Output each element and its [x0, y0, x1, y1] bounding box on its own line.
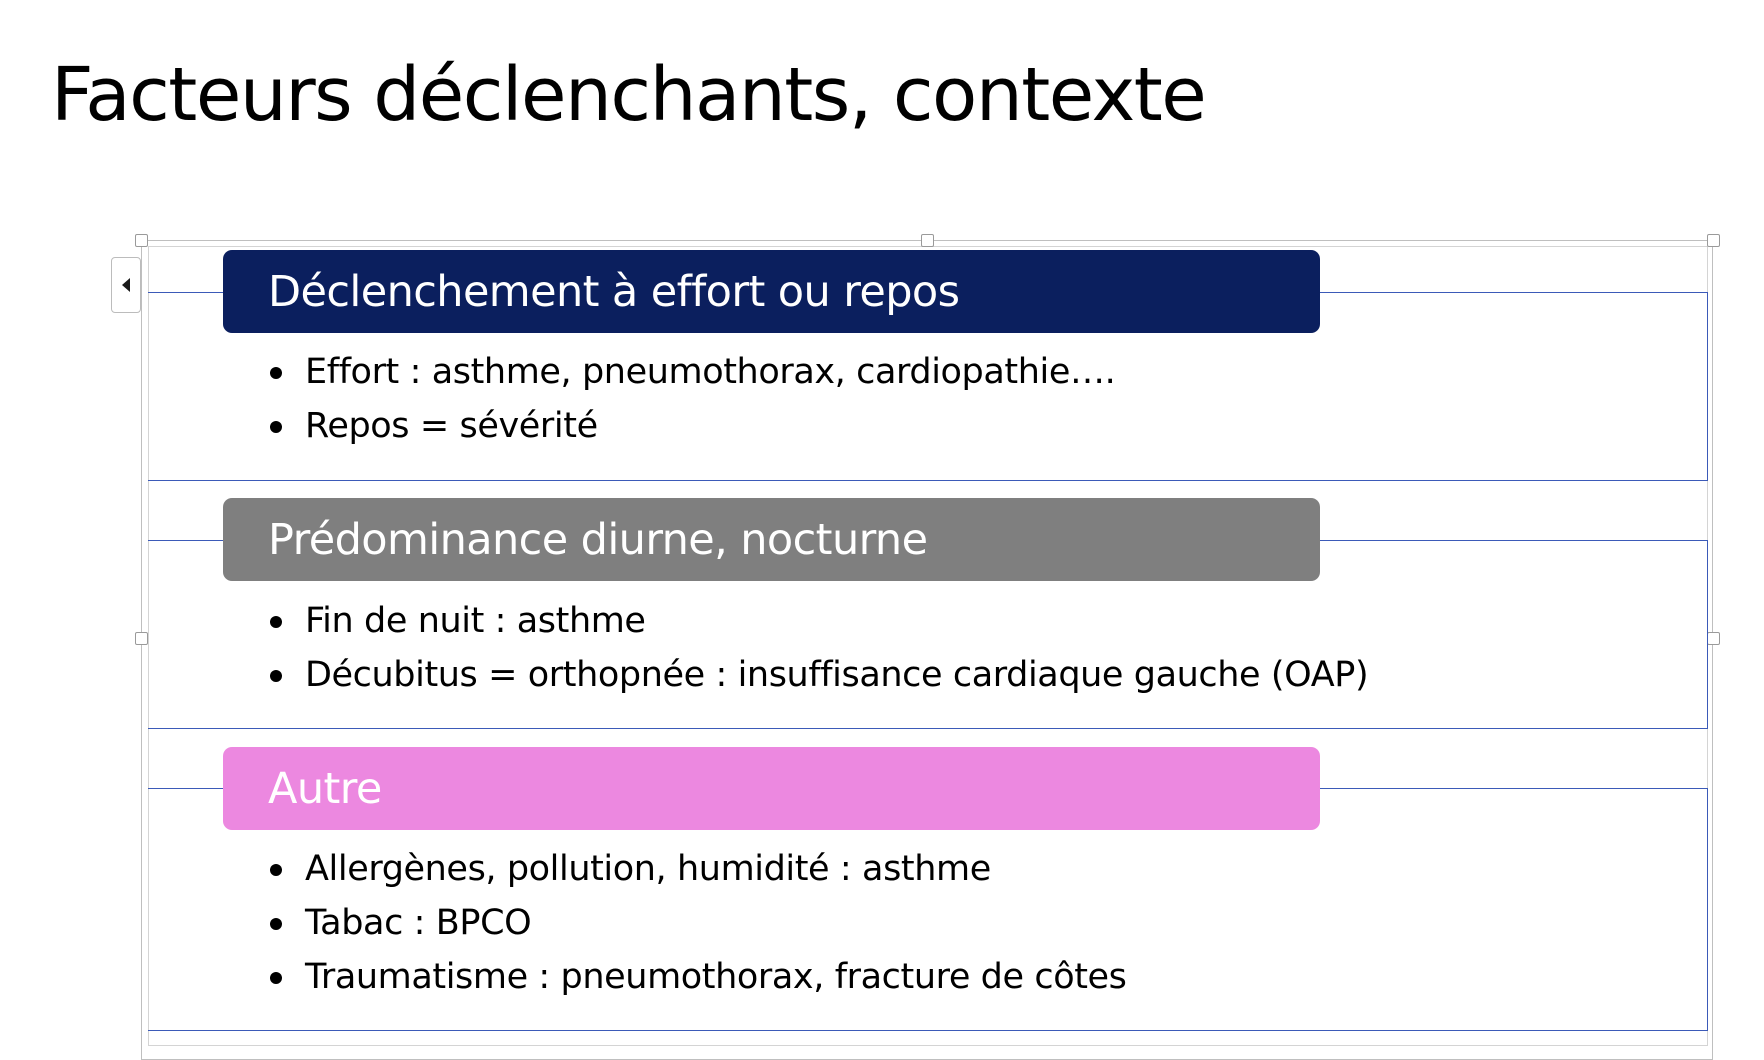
bullet-dot: [270, 972, 282, 984]
section-header-text: Prédominance diurne, nocturne: [268, 514, 928, 565]
section-top-line: [148, 540, 223, 541]
section-bottom-line: [148, 728, 1708, 729]
bullet-dot: [270, 670, 282, 682]
bullet-dot: [270, 367, 282, 379]
section-bottom-line: [148, 1030, 1708, 1031]
list-item-text: Effort : asthme, pneumothorax, cardiopat…: [305, 352, 1116, 392]
resize-handle-top-right[interactable]: [1707, 234, 1720, 247]
resize-handle-middle-left[interactable]: [135, 632, 148, 645]
resize-handle-top-center[interactable]: [921, 234, 934, 247]
resize-handle-middle-right[interactable]: [1707, 632, 1720, 645]
section-top-line: [1320, 540, 1708, 541]
list-item-text: Traumatisme : pneumothorax, fracture de …: [305, 957, 1127, 997]
list-item-text: Fin de nuit : asthme: [305, 601, 646, 641]
section-bottom-line: [148, 480, 1708, 481]
list-item: Tabac : BPCO: [0, 896, 1127, 950]
bullet-list: Fin de nuit : asthme Décubitus = orthopn…: [0, 594, 1369, 702]
bullet-list: Allergènes, pollution, humidité : asthme…: [0, 842, 1127, 1004]
resize-handle-top-left[interactable]: [135, 234, 148, 247]
list-item-text: Décubitus = orthopnée : insuffisance car…: [305, 655, 1369, 695]
list-item: Allergènes, pollution, humidité : asthme: [0, 842, 1127, 896]
section-top-line: [1320, 292, 1708, 293]
section-side-line: [1707, 292, 1708, 481]
bullet-dot: [270, 864, 282, 876]
bullet-dot: [270, 421, 282, 433]
section-top-line: [1320, 788, 1708, 789]
list-item: Effort : asthme, pneumothorax, cardiopat…: [0, 345, 1116, 399]
list-item: Repos = sévérité: [0, 399, 1115, 453]
section-top-line: [148, 788, 223, 789]
list-item-text: Allergènes, pollution, humidité : asthme: [305, 849, 991, 889]
section-side-line: [1707, 788, 1708, 1031]
list-item-text: Tabac : BPCO: [305, 903, 532, 943]
section-header-text: Déclenchement à effort ou repos: [268, 266, 960, 317]
section-top-line: [148, 292, 223, 293]
list-item-text: Repos = sévérité: [305, 406, 598, 446]
section-header[interactable]: Déclenchement à effort ou repos: [223, 250, 1320, 333]
section-header-text: Autre: [268, 763, 382, 814]
bullet-dot: [270, 616, 282, 628]
slide-title: Facteurs déclenchants, contexte: [51, 52, 1207, 138]
list-item: Fin de nuit : asthme: [0, 594, 1368, 648]
section-side-line: [1707, 540, 1708, 729]
section-header[interactable]: Prédominance diurne, nocturne: [223, 498, 1320, 581]
list-item: Traumatisme : pneumothorax, fracture de …: [0, 950, 1127, 1004]
list-item: Décubitus = orthopnée : insuffisance car…: [0, 648, 1369, 702]
bullet-list: Effort : asthme, pneumothorax, cardiopat…: [0, 345, 1116, 453]
text-pane-toggle-button[interactable]: [111, 257, 141, 313]
triangle-left-icon: [122, 278, 130, 292]
bullet-dot: [270, 918, 282, 930]
section-header[interactable]: Autre: [223, 747, 1320, 830]
